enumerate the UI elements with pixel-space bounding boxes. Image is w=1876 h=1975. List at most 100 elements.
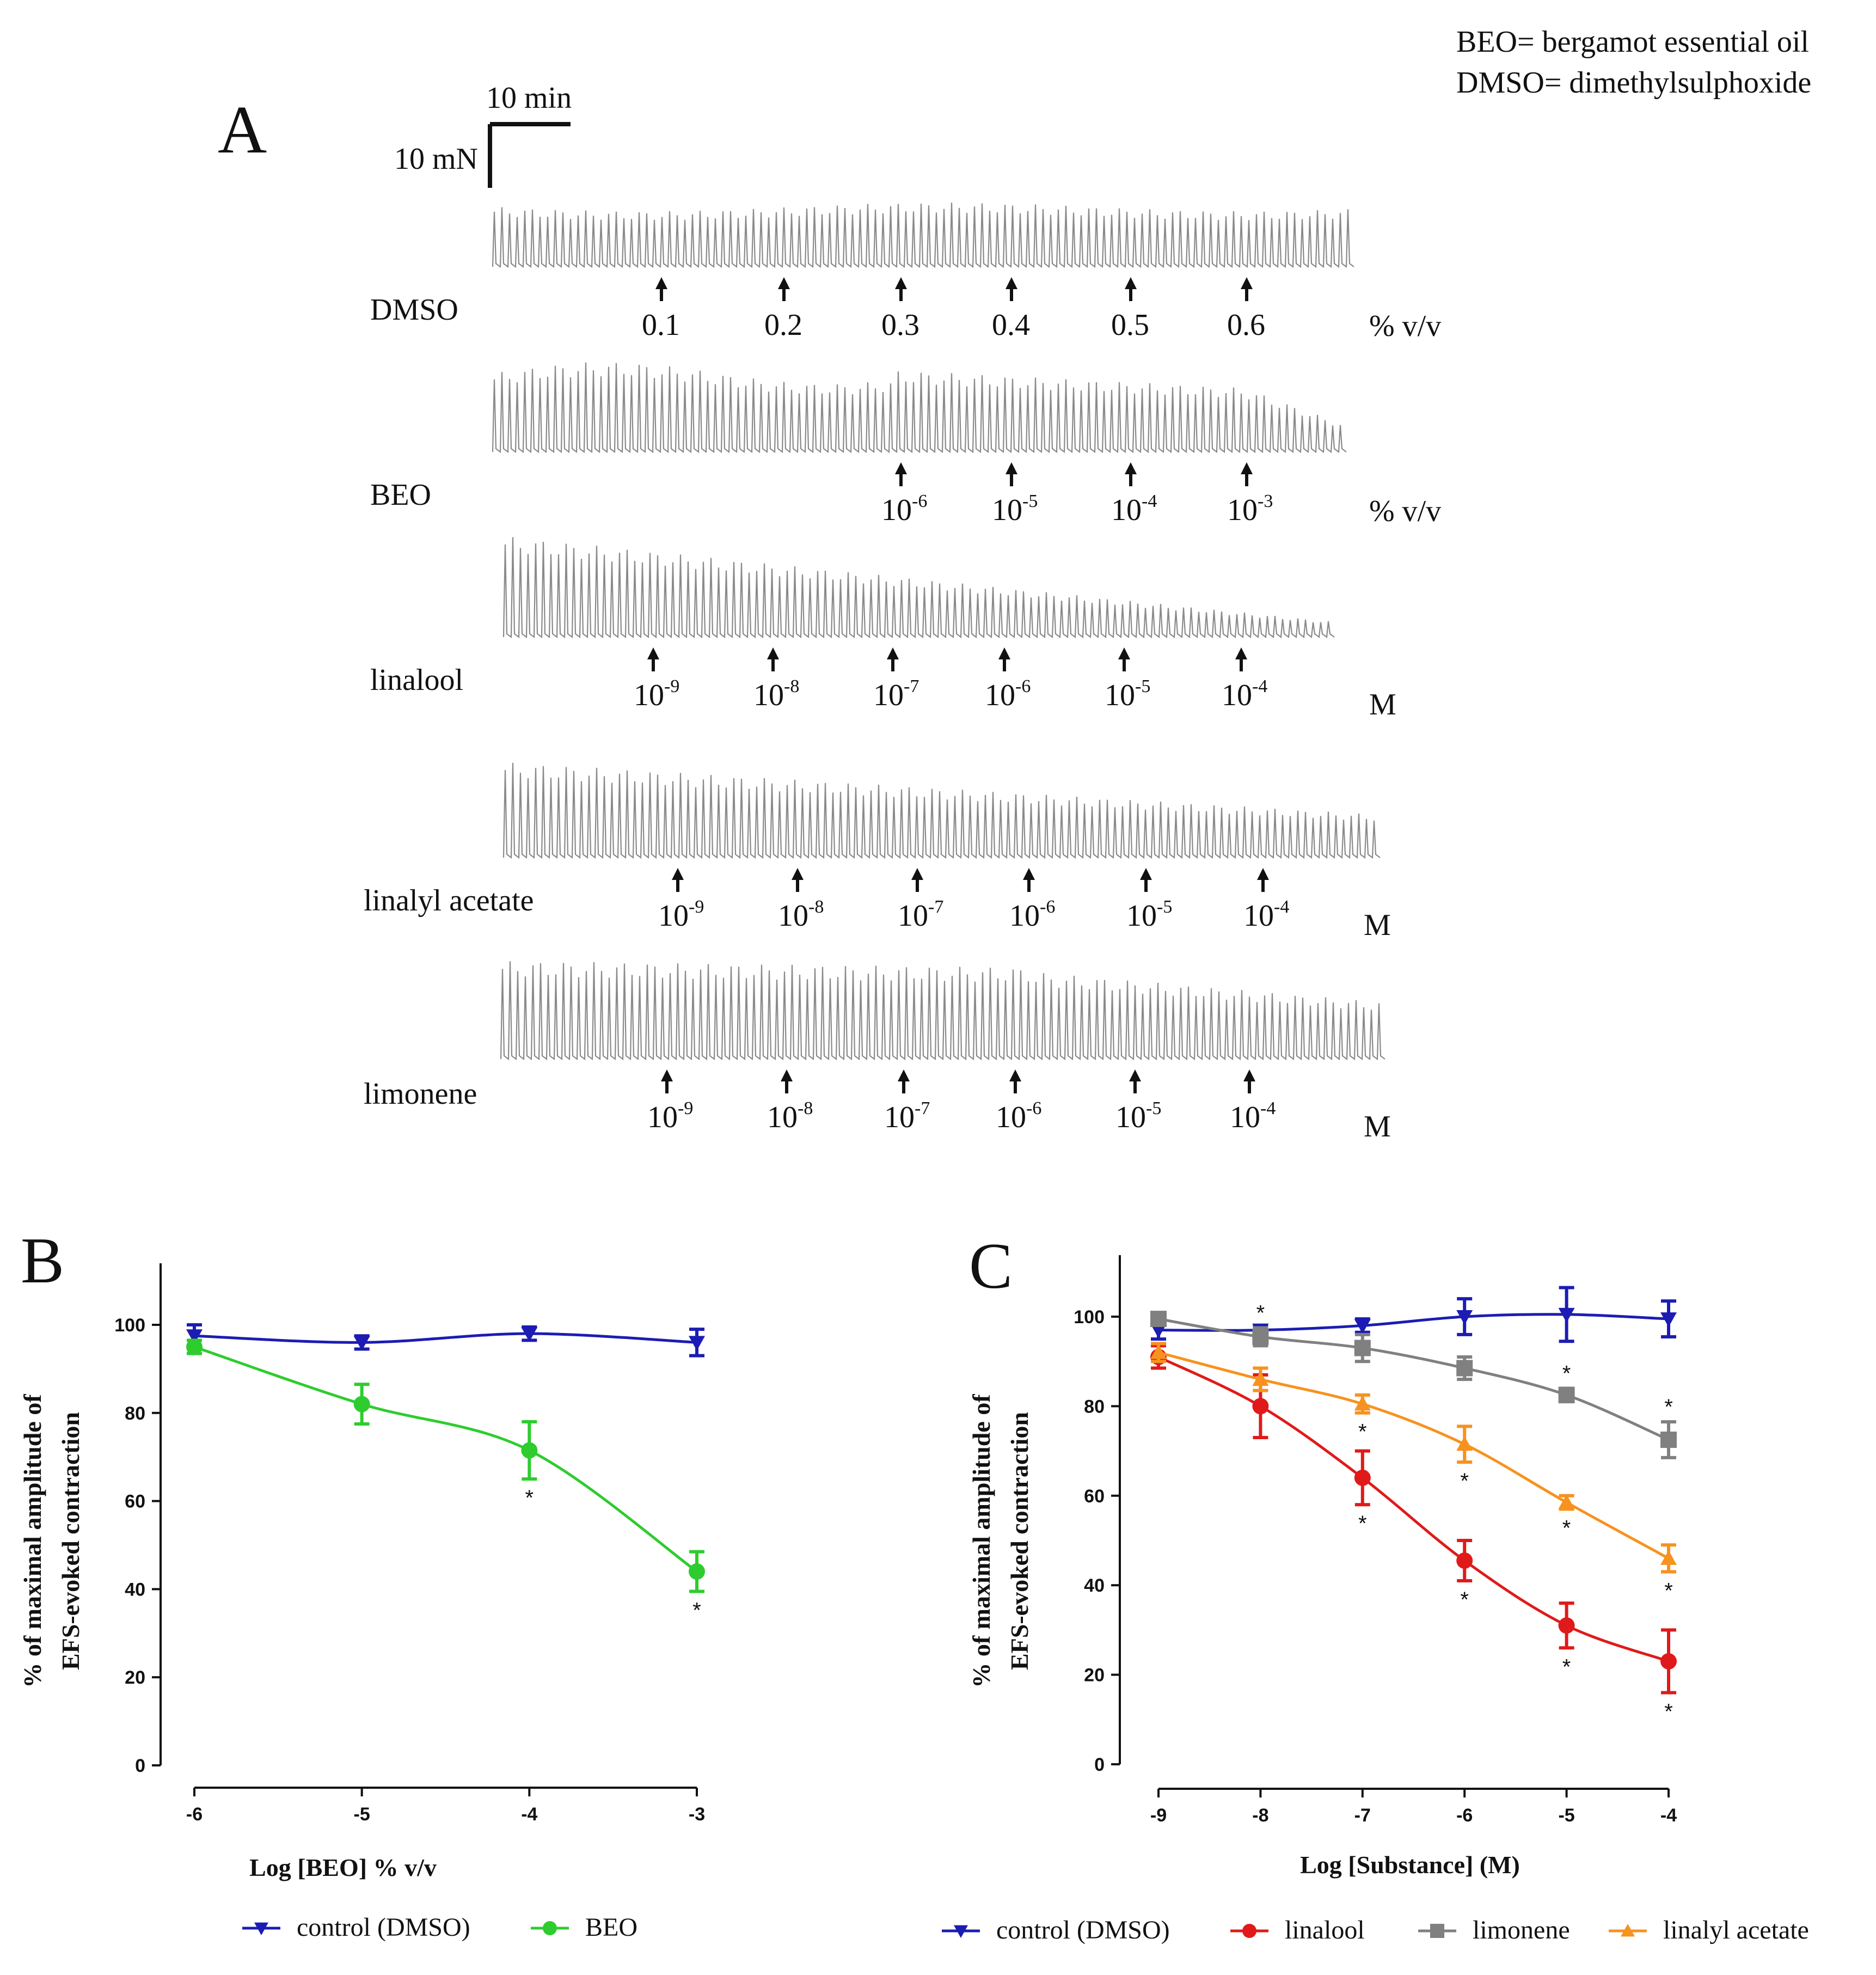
dose-arrow-head bbox=[1125, 277, 1137, 289]
series-line bbox=[1158, 1313, 1669, 1332]
data-point bbox=[1456, 1310, 1473, 1325]
y-tick-label: 60 bbox=[125, 1491, 145, 1512]
legend-item-control-dmso-: control (DMSO) bbox=[942, 1916, 1170, 1945]
data-point bbox=[186, 1338, 203, 1355]
dose-label: 0.6 bbox=[1227, 308, 1265, 342]
significance-marker: * bbox=[1562, 1516, 1571, 1540]
dose-arrow-head bbox=[1023, 868, 1035, 880]
y-tick-label: 40 bbox=[125, 1579, 145, 1600]
data-point bbox=[1456, 1436, 1473, 1451]
significance-marker: * bbox=[1460, 1588, 1469, 1612]
trace-name-label: DMSO bbox=[370, 293, 458, 327]
dose-arrow-head bbox=[647, 647, 659, 659]
dose-arrow-head bbox=[672, 868, 684, 880]
panel-c-ylabel: % of maximal amplitude of EFS-evoked con… bbox=[967, 1394, 1033, 1688]
panel-a-label: A bbox=[218, 93, 267, 168]
x-tick-label: -5 bbox=[354, 1804, 370, 1825]
abbreviation-note: BEO= bergamot essential oil DMSO= dimeth… bbox=[1456, 25, 1811, 100]
legend-item-control-dmso-: control (DMSO) bbox=[242, 1913, 470, 1942]
trace-unit-label: M bbox=[1369, 688, 1396, 721]
y-tick-label: 20 bbox=[125, 1667, 145, 1688]
dose-arrow-head bbox=[1241, 462, 1253, 474]
legend-label: linalool bbox=[1285, 1916, 1365, 1945]
trace-name-label: BEO bbox=[370, 478, 431, 512]
dose-arrow-head bbox=[1118, 647, 1130, 659]
dose-arrow-head bbox=[887, 647, 899, 659]
trace-line bbox=[500, 961, 1385, 1061]
significance-marker: * bbox=[1256, 1301, 1265, 1325]
data-point bbox=[1252, 1371, 1269, 1386]
dose-label: 10-8 bbox=[753, 676, 799, 712]
trace-line bbox=[502, 762, 1381, 859]
panel-c-plot: 0 20 40 60 80 100 -9 -8 -7 -6 -5 -4 * * * * * * * * * * * bbox=[1074, 1255, 1677, 1826]
legend-swatch-marker bbox=[543, 1921, 557, 1935]
dose-label: 0.3 bbox=[881, 308, 919, 342]
dose-label: 10-8 bbox=[778, 897, 824, 933]
panel-b-ylabel: % of maximal amplitude of EFS-evoked con… bbox=[19, 1394, 84, 1688]
dose-label: 10-9 bbox=[634, 676, 679, 712]
significance-marker: * bbox=[525, 1486, 534, 1510]
dose-label: 10-4 bbox=[1243, 897, 1289, 933]
data-point bbox=[1660, 1432, 1677, 1448]
panel-b-ylabel-line-1: % of maximal amplitude of bbox=[19, 1394, 46, 1688]
data-point bbox=[1456, 1360, 1473, 1377]
series-linalool: * * * * bbox=[1150, 1344, 1677, 1723]
dose-label: 0.2 bbox=[764, 308, 802, 342]
dose-arrow-head bbox=[1006, 462, 1017, 474]
dose-label: 10-5 bbox=[1115, 1098, 1161, 1134]
trace-limonene: limonene 10-9 10-8 10-7 10-6 10-5 10-4 M bbox=[364, 961, 1391, 1144]
trace-line bbox=[492, 203, 1354, 268]
series-control-dmso- bbox=[1150, 1286, 1677, 1343]
dose-arrow-head bbox=[895, 277, 907, 289]
dose-arrow-head bbox=[1006, 277, 1017, 289]
dose-arrow-head bbox=[792, 868, 804, 880]
data-point bbox=[1150, 1311, 1167, 1328]
dose-label: 10-7 bbox=[873, 676, 919, 712]
series-line bbox=[1157, 1355, 1669, 1663]
y-tick-label: 80 bbox=[125, 1403, 145, 1424]
data-point bbox=[1558, 1617, 1575, 1634]
scale-bar-force-label: 10 mN bbox=[394, 142, 478, 176]
panel-a: A 10 min 10 mN DMSO 0.1 0.2 0.3 0.4 0.5 0.6 % v… bbox=[218, 81, 1441, 1144]
dose-label: 10-6 bbox=[996, 1098, 1041, 1134]
dose-label: 10-7 bbox=[884, 1098, 930, 1134]
dose-label: 10-9 bbox=[658, 897, 704, 933]
panel-b-ylabel-line-2: EFS-evoked contraction bbox=[57, 1412, 84, 1670]
dose-arrow-head bbox=[781, 1069, 793, 1081]
trace-name-label: limonene bbox=[364, 1077, 477, 1111]
x-tick-label: -4 bbox=[521, 1804, 537, 1825]
dose-arrow-head bbox=[998, 647, 1010, 659]
dose-label: 10-6 bbox=[1009, 897, 1055, 933]
dose-arrow-head bbox=[778, 277, 790, 289]
data-point bbox=[1252, 1328, 1269, 1345]
dose-label: 10-5 bbox=[1105, 676, 1150, 712]
significance-marker: * bbox=[1664, 1395, 1673, 1419]
significance-marker: * bbox=[692, 1598, 701, 1622]
x-tick-label: -6 bbox=[1456, 1805, 1473, 1826]
legend-item-linalyl-acetate: linalyl acetate bbox=[1609, 1916, 1809, 1945]
panel-b: B Log [BEO] % v/v % of maximal amplitude… bbox=[19, 1224, 705, 1942]
legend-label: linalyl acetate bbox=[1663, 1916, 1809, 1945]
data-point bbox=[1252, 1398, 1269, 1415]
trace-DMSO: DMSO 0.1 0.2 0.3 0.4 0.5 0.6 % v/v bbox=[370, 203, 1441, 343]
panel-c: C Log [Substance] (M) % of maximal ampli… bbox=[942, 1230, 1809, 1945]
data-point bbox=[689, 1563, 705, 1580]
dose-label: 10-5 bbox=[992, 491, 1038, 527]
series-limonene: * * * bbox=[1150, 1301, 1677, 1459]
scale-bar-time-label: 10 min bbox=[486, 81, 572, 115]
trace-BEO: BEO 10-6 10-5 10-4 10-3 % v/v bbox=[370, 362, 1441, 528]
legend-item-linalool: linalool bbox=[1230, 1916, 1365, 1945]
dose-label: 0.4 bbox=[992, 308, 1030, 342]
dose-arrow-head bbox=[911, 868, 923, 880]
data-point bbox=[1150, 1323, 1167, 1338]
y-tick-label: 100 bbox=[1074, 1307, 1105, 1328]
panel-c-ylabel-line-2: EFS-evoked contraction bbox=[1006, 1412, 1033, 1670]
panel-b-legend: control (DMSO) BEO bbox=[242, 1913, 637, 1942]
legend-item-beo: BEO bbox=[531, 1913, 637, 1942]
significance-marker: * bbox=[1664, 1579, 1673, 1603]
dose-arrow-head bbox=[1241, 277, 1253, 289]
x-tick-label: -6 bbox=[186, 1804, 203, 1825]
data-point bbox=[1354, 1319, 1371, 1334]
